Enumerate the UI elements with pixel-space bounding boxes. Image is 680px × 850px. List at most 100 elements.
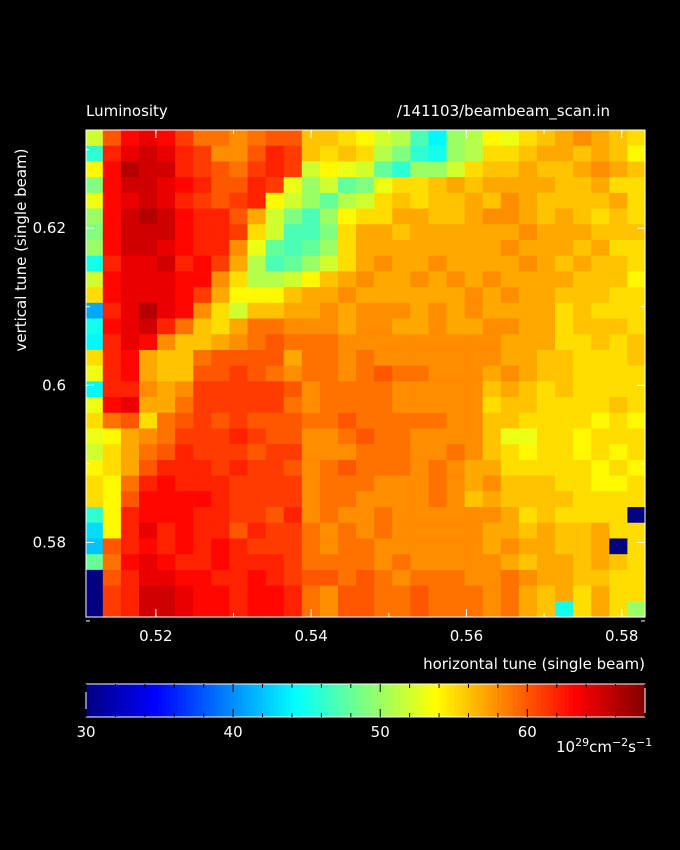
heatmap-cell [591,475,610,492]
colorbar-segment [501,684,506,717]
heatmap-cell [464,145,484,163]
heatmap-cell [102,255,122,272]
colorbar-segment [305,684,311,717]
heatmap-cell [193,318,212,335]
heatmap-cell [120,349,140,367]
heatmap-cell [337,130,357,147]
heatmap-cell [573,475,592,492]
heatmap-cell [138,475,158,492]
heatmap-cell [86,522,104,540]
heatmap-cell [283,287,303,304]
colorbar-segment [485,684,490,717]
heatmap-cell [319,161,339,178]
colorbar-segment [505,684,510,717]
heatmap-cell [374,491,393,508]
colorbar-segment [325,684,331,717]
colorbar-segment [169,684,175,717]
heatmap-cell [86,444,104,461]
colorbar-segment [217,684,223,717]
colorbar-segment [133,684,139,717]
heatmap-cell [464,349,484,367]
colorbar-segment [349,684,355,717]
heatmap-cell [536,255,556,272]
heatmap-cell [283,302,303,320]
heatmap-cell [627,428,646,445]
heatmap-cell [374,569,393,587]
heatmap-cell [138,255,158,272]
heatmap-cell [609,601,629,618]
heatmap-cell [591,192,610,210]
heatmap-cell [392,255,411,272]
heatmap-cell [410,239,430,257]
heatmap-cell [627,177,646,194]
heatmap-cell [627,538,646,555]
heatmap-cell [374,554,393,571]
heatmap-cell [337,318,357,335]
heatmap-cell [319,554,339,571]
colorbar-segment [489,684,494,717]
heatmap-cell [573,538,592,555]
heatmap-cell [319,192,339,210]
heatmap-cell [247,192,267,210]
colorbar-segment [269,684,275,717]
heatmap-cell [265,444,285,461]
colorbar-segment [86,684,91,717]
heatmap-cell [193,349,212,367]
heatmap-cell [428,475,448,492]
heatmap-cell [591,412,610,430]
heatmap-cell [609,271,629,288]
heatmap-cell [573,365,592,382]
heatmap-cell [555,334,574,351]
heatmap-cell [428,538,448,555]
heatmap-cell [301,522,321,540]
heatmap-cell [102,365,122,382]
heatmap-cell [193,302,212,320]
heatmap-cell [573,161,592,178]
heatmap-cell [464,302,484,320]
heatmap-cell [138,459,158,477]
heatmap-cell [247,334,267,351]
heatmap-cell [500,130,520,147]
heatmap-cell [428,365,448,382]
colorbar-segment [153,684,159,717]
heatmap-cell [555,428,574,445]
colorbar-segment [145,684,151,717]
heatmap-cell [283,224,303,241]
heatmap-cell [482,459,502,477]
heatmap-cell [157,412,176,430]
heatmap-cell [102,130,122,147]
heatmap-cell [229,459,249,477]
heatmap-cell [500,145,520,163]
heatmap-cell [428,397,448,414]
heatmap-cell [500,444,520,461]
colorbar-tick-label: 60 [518,723,537,741]
heatmap-cell [627,522,646,540]
heatmap-cell [573,554,592,571]
heatmap-cell [591,397,610,414]
heatmap-cell [193,177,212,194]
heatmap-cell [410,522,430,540]
heatmap-cell [283,538,303,555]
heatmap-cell [446,130,466,147]
heatmap-cell [229,349,249,367]
heatmap-cell [157,192,176,210]
heatmap-cell [374,475,393,492]
heatmap-cell [446,428,466,445]
heatmap-cell [229,601,249,618]
heatmap-cell [283,459,303,477]
heatmap-cell [265,585,285,602]
heatmap-cell [157,145,176,163]
heatmap-cell [518,177,538,194]
colorbar-segment [301,684,307,717]
heatmap-cell [374,302,393,320]
heatmap-cell [428,271,448,288]
heatmap-cell [374,130,393,147]
heatmap-cell [175,349,194,367]
heatmap-cell [428,208,448,225]
colorbar-segment [481,684,486,717]
colorbar-tick-label: 40 [224,723,243,741]
heatmap-cell [283,334,303,351]
heatmap-cell [446,208,466,225]
heatmap-cell [392,239,411,257]
heatmap-cell [410,318,430,335]
